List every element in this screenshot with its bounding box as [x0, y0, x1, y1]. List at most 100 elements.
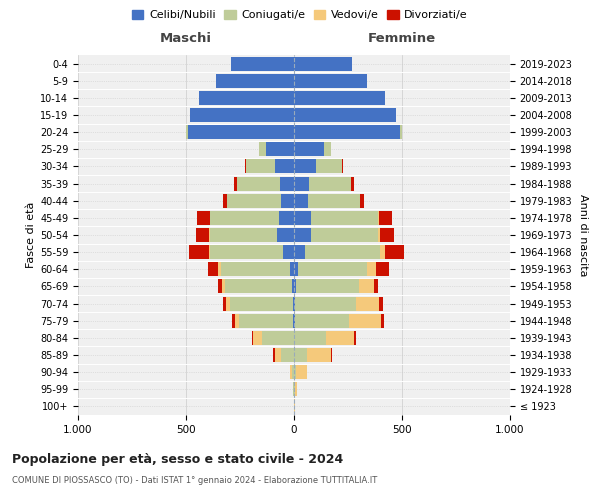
Bar — [294, 211, 311, 225]
Bar — [281, 194, 294, 207]
Bar — [331, 348, 332, 362]
Bar — [290, 262, 294, 276]
Bar — [385, 245, 404, 259]
Text: Maschi: Maschi — [160, 32, 212, 44]
Y-axis label: Fasce di età: Fasce di età — [26, 202, 36, 268]
Bar — [294, 314, 295, 328]
Legend: Celibi/Nubili, Coniugati/e, Vedovi/e, Divorziati/e: Celibi/Nubili, Coniugati/e, Vedovi/e, Di… — [128, 6, 472, 25]
Bar — [275, 348, 281, 362]
Bar — [374, 280, 378, 293]
Bar — [197, 211, 210, 225]
Bar — [188, 125, 294, 139]
Bar — [252, 331, 253, 345]
Bar — [290, 365, 292, 379]
Bar — [294, 228, 311, 242]
Bar — [233, 176, 237, 190]
Bar — [380, 228, 394, 242]
Bar — [245, 160, 247, 173]
Bar — [296, 280, 359, 293]
Bar — [294, 74, 367, 88]
Bar — [298, 262, 367, 276]
Bar — [196, 228, 209, 242]
Bar — [218, 280, 221, 293]
Bar — [356, 296, 379, 310]
Bar — [294, 176, 309, 190]
Bar — [382, 314, 383, 328]
Bar — [360, 194, 364, 207]
Bar — [349, 314, 382, 328]
Bar — [210, 228, 277, 242]
Bar — [294, 331, 326, 345]
Text: Popolazione per età, sesso e stato civile - 2024: Popolazione per età, sesso e stato civil… — [12, 452, 343, 466]
Bar — [232, 56, 294, 70]
Bar — [190, 108, 294, 122]
Bar — [307, 348, 331, 362]
Bar — [380, 245, 385, 259]
Bar — [279, 211, 294, 225]
Bar — [295, 296, 356, 310]
Bar — [186, 125, 188, 139]
Y-axis label: Anni di nascita: Anni di nascita — [578, 194, 588, 276]
Bar — [367, 262, 376, 276]
Bar — [309, 176, 351, 190]
Bar — [283, 245, 294, 259]
Bar — [226, 296, 230, 310]
Bar — [400, 125, 402, 139]
Bar — [378, 228, 380, 242]
Bar — [274, 348, 275, 362]
Bar — [239, 314, 293, 328]
Bar — [209, 228, 210, 242]
Bar — [351, 176, 355, 190]
Bar — [294, 56, 352, 70]
Bar — [199, 91, 294, 105]
Bar — [379, 296, 383, 310]
Bar — [324, 142, 331, 156]
Bar — [379, 211, 392, 225]
Bar — [223, 296, 226, 310]
Bar — [294, 91, 385, 105]
Text: COMUNE DI PIOSSASCO (TO) - Dati ISTAT 1° gennaio 2024 - Elaborazione TUTTITALIA.: COMUNE DI PIOSSASCO (TO) - Dati ISTAT 1°… — [12, 476, 377, 485]
Bar — [294, 382, 295, 396]
Bar — [293, 314, 294, 328]
Bar — [376, 262, 389, 276]
Bar — [281, 348, 294, 362]
Bar — [294, 280, 296, 293]
Bar — [227, 194, 281, 207]
Bar — [305, 245, 380, 259]
Bar — [311, 228, 378, 242]
Bar — [189, 245, 209, 259]
Bar — [355, 331, 356, 345]
Bar — [292, 365, 294, 379]
Bar — [294, 365, 296, 379]
Bar — [218, 262, 221, 276]
Bar — [275, 160, 294, 173]
Bar — [292, 280, 294, 293]
Bar — [280, 176, 294, 190]
Bar — [225, 280, 292, 293]
Bar — [209, 245, 210, 259]
Bar — [316, 160, 341, 173]
Bar — [378, 211, 379, 225]
Bar — [210, 245, 283, 259]
Bar — [311, 211, 378, 225]
Bar — [221, 280, 225, 293]
Bar — [294, 348, 307, 362]
Bar — [359, 280, 374, 293]
Bar — [210, 211, 279, 225]
Bar — [294, 108, 395, 122]
Bar — [294, 142, 324, 156]
Bar — [216, 74, 294, 88]
Bar — [237, 176, 280, 190]
Bar — [326, 331, 355, 345]
Bar — [294, 400, 295, 413]
Bar — [293, 382, 294, 396]
Bar — [294, 245, 305, 259]
Bar — [308, 194, 360, 207]
Bar — [294, 125, 400, 139]
Bar — [223, 194, 227, 207]
Bar — [294, 296, 295, 310]
Bar — [230, 296, 293, 310]
Bar — [221, 262, 290, 276]
Bar — [247, 160, 275, 173]
Bar — [294, 262, 298, 276]
